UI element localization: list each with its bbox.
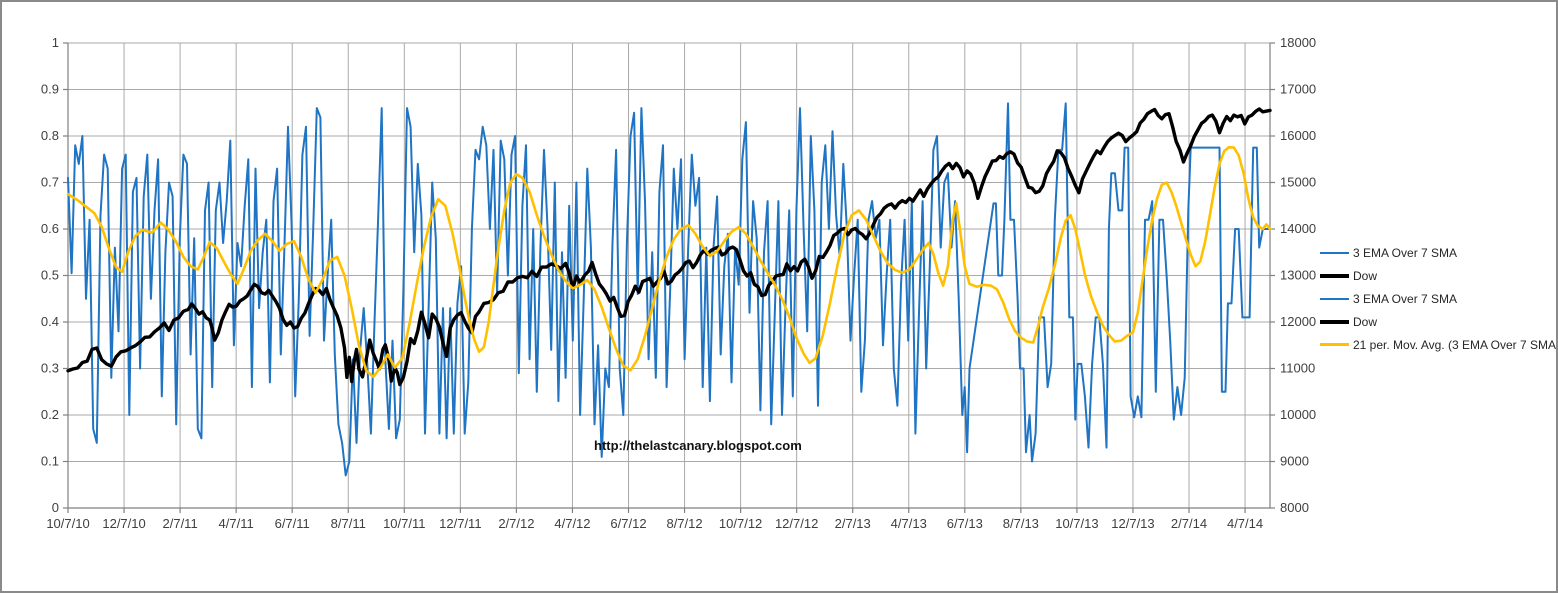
y-left-tick-label: 0.6 <box>41 221 59 236</box>
legend-item-4: 21 per. Mov. Avg. (3 EMA Over 7 SMA) <box>1320 333 1558 356</box>
x-tick-label: 2/7/12 <box>498 516 534 531</box>
x-tick-label: 2/7/11 <box>163 516 198 531</box>
x-tick-label: 4/7/11 <box>219 516 254 531</box>
y-right-tick-label: 11000 <box>1280 361 1315 376</box>
x-tick-label: 4/7/12 <box>554 516 590 531</box>
series-dow <box>66 107 1272 387</box>
x-tick-label: 12/7/11 <box>439 516 481 531</box>
x-tick-label: 12/7/12 <box>775 516 818 531</box>
legend-item-0: 3 EMA Over 7 SMA <box>1320 241 1556 264</box>
legend: 3 EMA Over 7 SMA Dow 3 EMA Over 7 SMA Dow 21… <box>1320 241 1558 356</box>
y-left-tick-label: 0.1 <box>41 454 59 469</box>
x-tick-label: 8/7/13 <box>1003 516 1039 531</box>
x-tick-label: 12/7/10 <box>102 516 145 531</box>
legend-line-swatch <box>1320 297 1349 300</box>
y-right-tick-label: 8000 <box>1280 500 1309 515</box>
legend-item-3: Dow <box>1320 310 1556 333</box>
x-tick-label: 10/7/11 <box>383 516 425 531</box>
y-right-tick-label: 17000 <box>1280 82 1316 97</box>
legend-line-swatch <box>1320 319 1349 324</box>
legend-line-swatch <box>1320 273 1349 278</box>
series-3-ema-over-7-sma <box>67 102 1271 477</box>
x-tick-label: 8/7/11 <box>331 516 366 531</box>
x-tick-label: 8/7/12 <box>666 516 702 531</box>
x-tick-label: 10/7/10 <box>46 516 89 531</box>
y-left-tick-label: 0 <box>52 500 59 515</box>
x-tick-label: 2/7/13 <box>835 516 871 531</box>
series-21-per-mov-avg-3-ema-over-7-sma <box>66 145 1272 379</box>
y-left-tick-label: 1 <box>52 35 59 50</box>
legend-label: 3 EMA Over 7 SMA <box>1353 245 1458 260</box>
legend-item-1: Dow <box>1320 264 1556 287</box>
legend-item-2: 3 EMA Over 7 SMA <box>1320 287 1556 310</box>
y-left-tick-label: 0.9 <box>41 82 59 97</box>
legend-label: 3 EMA Over 7 SMA <box>1353 291 1458 306</box>
y-left-tick-label: 0.3 <box>41 361 59 376</box>
y-right-tick-label: 13000 <box>1280 268 1316 283</box>
legend-line-swatch <box>1320 251 1349 254</box>
y-left-tick-label: 0.4 <box>41 314 59 329</box>
x-tick-label: 4/7/14 <box>1227 516 1263 531</box>
y-right-tick-label: 18000 <box>1280 35 1316 50</box>
legend-label: Dow <box>1353 314 1378 329</box>
x-tick-label: 2/7/14 <box>1171 516 1207 531</box>
x-tick-label: 10/7/13 <box>1055 516 1098 531</box>
watermark-url: http://thelastcanary.blogspot.com <box>594 438 802 453</box>
y-right-tick-label: 15000 <box>1280 175 1316 190</box>
x-tick-label: 12/7/13 <box>1111 516 1154 531</box>
x-tick-label: 10/7/12 <box>719 516 762 531</box>
y-left-tick-label: 0.7 <box>41 175 59 190</box>
x-tick-label: 6/7/11 <box>275 516 310 531</box>
y-left-tick-label: 0.2 <box>41 407 59 422</box>
y-right-tick-label: 10000 <box>1280 407 1316 422</box>
x-tick-label: 6/7/12 <box>610 516 646 531</box>
y-right-tick-label: 14000 <box>1280 221 1316 236</box>
y-right-tick-label: 9000 <box>1280 454 1309 469</box>
y-right-tick-label: 12000 <box>1280 314 1316 329</box>
y-right-tick-label: 16000 <box>1280 128 1316 143</box>
legend-label: 21 per. Mov. Avg. (3 EMA Over 7 SMA) <box>1353 337 1558 352</box>
x-tick-label: 4/7/13 <box>891 516 927 531</box>
x-tick-label: 6/7/13 <box>947 516 983 531</box>
y-left-tick-label: 0.8 <box>41 128 59 143</box>
legend-label: Dow <box>1353 268 1378 283</box>
legend-line-swatch <box>1320 343 1349 346</box>
y-left-tick-label: 0.5 <box>41 268 59 283</box>
